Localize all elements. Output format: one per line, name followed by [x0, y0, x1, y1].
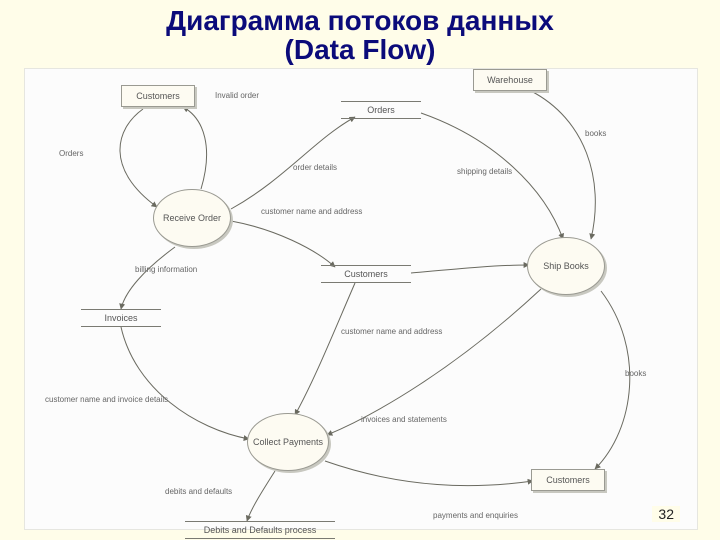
edge-label-shipBooks-customers2: books	[625, 369, 646, 378]
edge-label-receiveOrder-customers1: Invalid order	[215, 91, 259, 100]
node-warehouse: Warehouse	[473, 69, 547, 91]
edge-receiveOrder-customers1	[183, 107, 207, 189]
edge-label-customersStore-collectPay: invoices and statements	[361, 415, 447, 424]
page-number: 32	[652, 506, 680, 522]
edge-shipBooks-customers2	[595, 291, 630, 469]
node-ordersStore: Orders	[341, 101, 421, 119]
title-line-2: (Data Flow)	[0, 35, 720, 64]
edge-ordersStore-shipBooks	[421, 113, 563, 239]
edge-label-invoicesStore-collectPay: customer name and invoice details	[45, 395, 168, 404]
edge-warehouse-shipBooks	[531, 91, 595, 239]
edge-collectPay-customers2	[325, 461, 533, 486]
edge-collectPay-debitsStore	[247, 471, 275, 521]
node-receiveOrder: Receive Order	[153, 189, 231, 247]
edge-customers1-receiveOrder	[120, 109, 157, 207]
edge-label-customers1-receiveOrder: Orders	[59, 149, 83, 158]
node-shipBooks: Ship Books	[527, 237, 605, 295]
edge-label-receiveOrder-customersStore: customer name and address	[261, 207, 362, 216]
edges-layer	[25, 69, 697, 529]
node-customersStore: Customers	[321, 265, 411, 283]
edge-customersStore-collectPay	[295, 283, 355, 415]
edge-label-collectPay-debitsStore: debits and defaults	[165, 487, 232, 496]
edge-label-collectPay-customers2: payments and enquiries	[433, 511, 518, 520]
edge-label-warehouse-shipBooks: books	[585, 129, 606, 138]
edge-shipBooks-collectPay	[327, 289, 541, 435]
node-customers1: Customers	[121, 85, 195, 107]
edge-label-ordersStore-shipBooks: shipping details	[457, 167, 512, 176]
edge-label-receiveOrder-invoicesStore: billing information	[135, 265, 197, 274]
page-title: Диаграмма потоков данных (Data Flow)	[0, 0, 720, 65]
edge-customersStore-shipBooks	[411, 265, 529, 273]
edge-receiveOrder-invoicesStore	[121, 247, 175, 309]
edge-receiveOrder-customersStore	[231, 221, 335, 267]
node-debitsStore: Debits and Defaults process	[185, 521, 335, 539]
diagram-canvas: Customers Warehouse Customers Receive Order…	[24, 68, 698, 530]
title-line-1: Диаграмма потоков данных	[0, 6, 720, 35]
node-invoicesStore: Invoices	[81, 309, 161, 327]
node-customers2: Customers	[531, 469, 605, 491]
edge-invoicesStore-collectPay	[121, 327, 249, 439]
node-collectPay: Collect Payments	[247, 413, 329, 471]
edge-label-receiveOrder-ordersStore: order details	[293, 163, 337, 172]
edge-label-customersStore-shipBooks: customer name and address	[341, 327, 442, 336]
